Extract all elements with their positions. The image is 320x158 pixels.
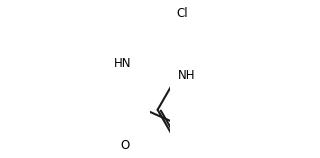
Text: O: O [120,139,129,152]
Text: Cl: Cl [177,7,188,20]
Text: HN: HN [114,57,131,70]
Text: NH: NH [178,69,196,82]
